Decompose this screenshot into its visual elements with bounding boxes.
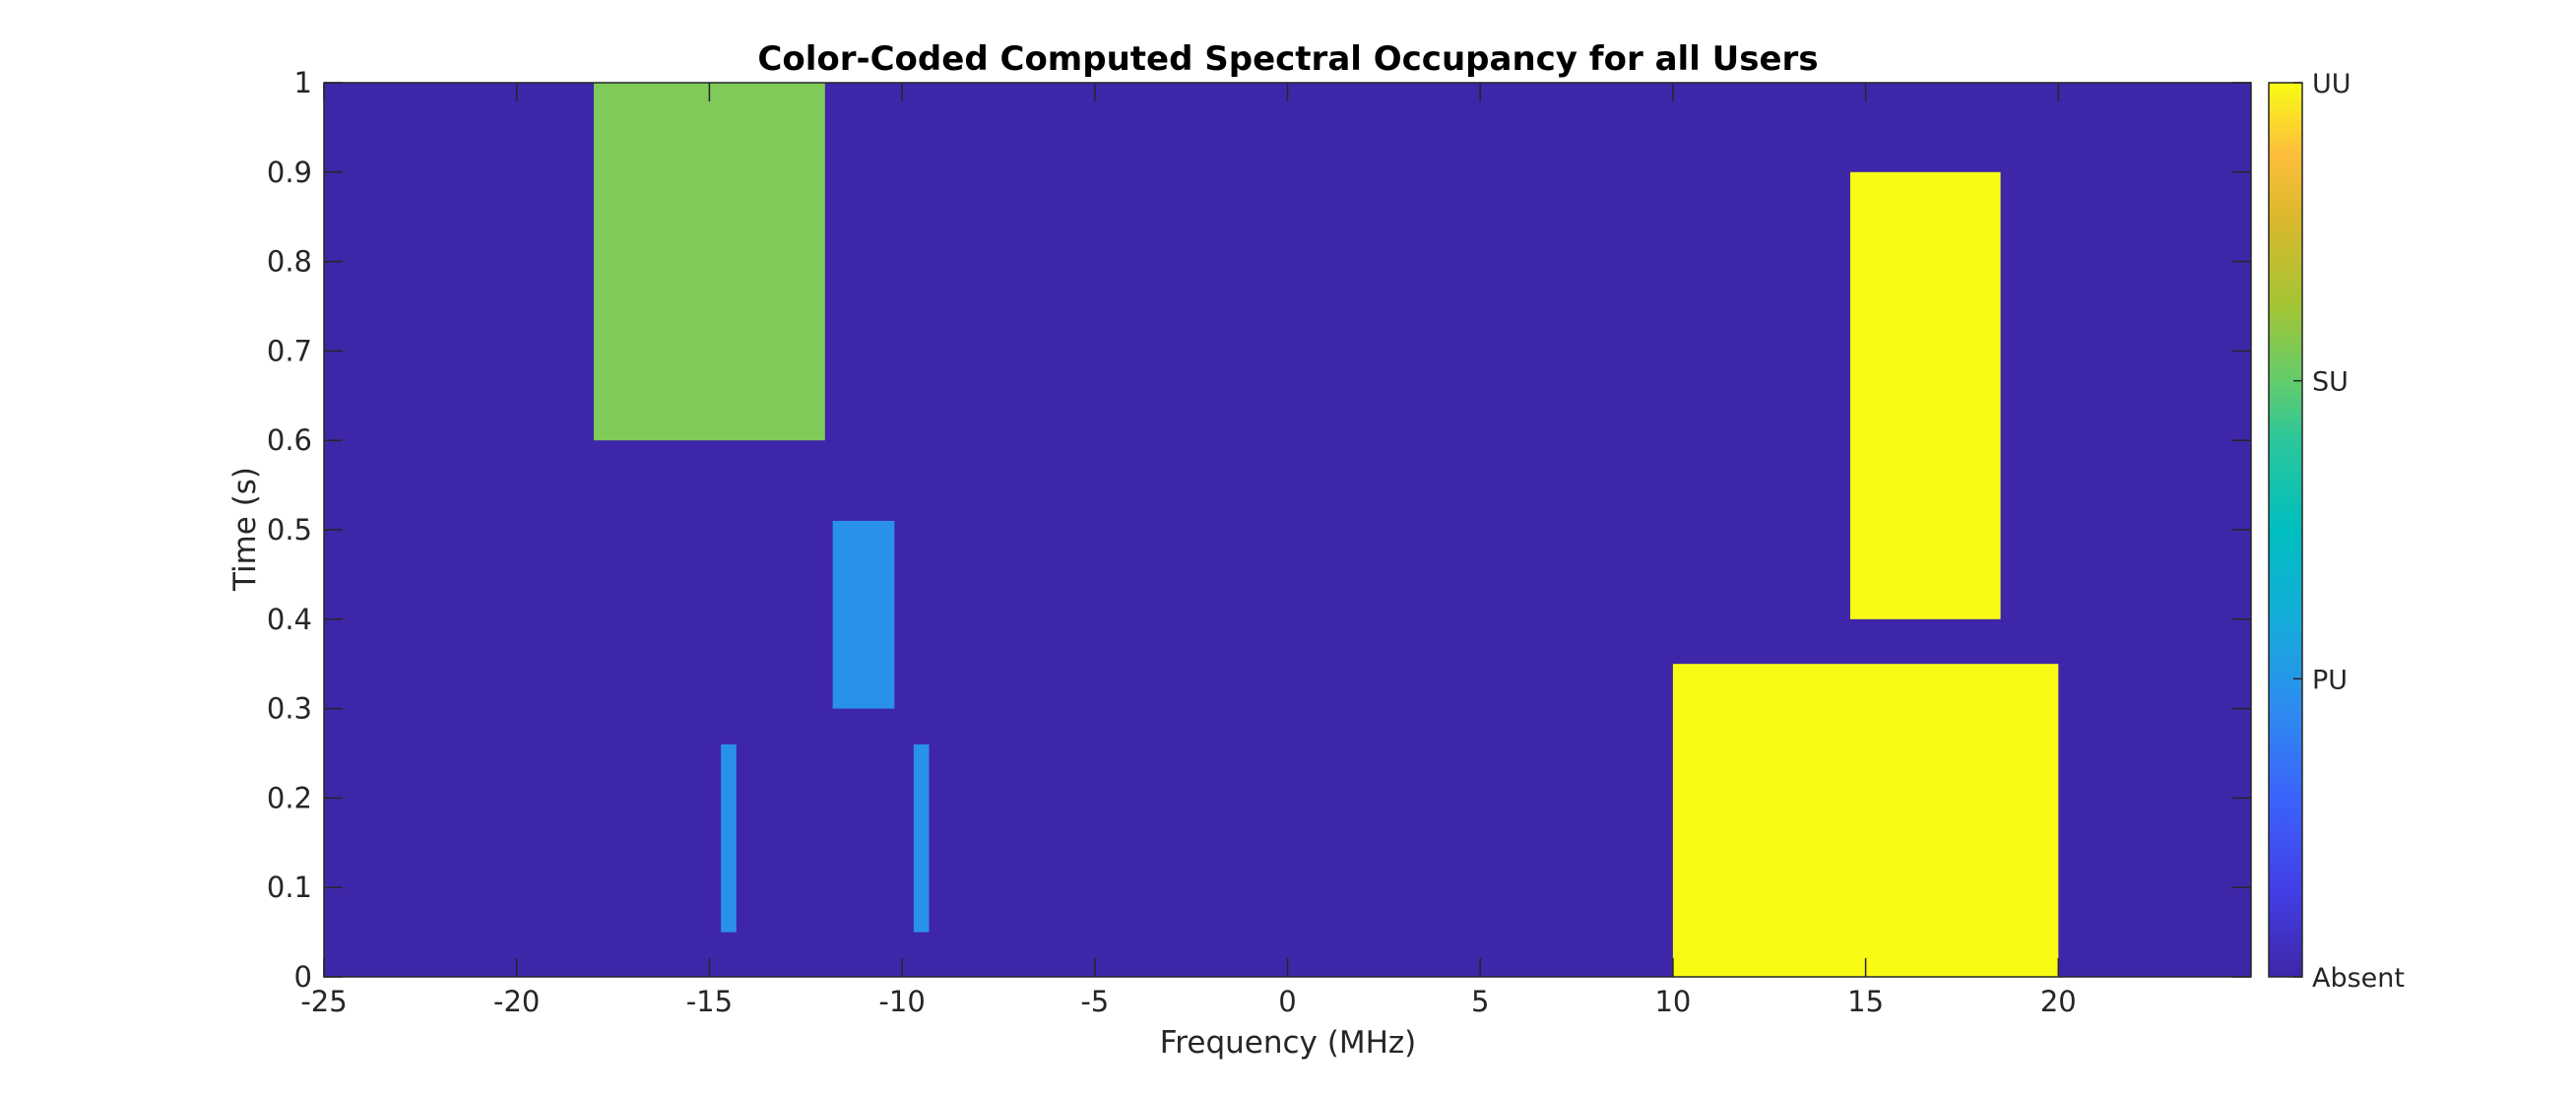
- region-uu-5: [1672, 664, 2059, 977]
- y-tick-label: 0.7: [267, 334, 312, 367]
- x-tick-label: 5: [1471, 985, 1489, 1018]
- colorbar-tick-label-pu: PU: [2312, 665, 2348, 695]
- x-tick-label: -5: [1080, 985, 1109, 1018]
- colorbar-tick-label-absent: Absent: [2312, 963, 2405, 994]
- occupancy-regions: [593, 83, 2059, 977]
- x-tick-label: -25: [300, 985, 347, 1018]
- x-tick-label: -20: [493, 985, 540, 1018]
- colorbar-tick-label-su: SU: [2312, 367, 2349, 398]
- region-su-0: [593, 83, 825, 441]
- y-tick-label: 0.3: [267, 692, 312, 726]
- region-pu-3: [913, 743, 930, 933]
- y-tick-label: 1: [294, 66, 312, 99]
- plot-area: [323, 82, 2252, 978]
- y-tick-label: 0.1: [267, 871, 312, 904]
- y-tick-labels: 0 0.1 0.2 0.3 0.4 0.5 0.6 0.7 0.8 0.9 1: [267, 66, 312, 994]
- y-tick-label: 0.9: [267, 156, 312, 189]
- colorbar-gradient: [2268, 82, 2303, 978]
- region-pu-1: [832, 520, 895, 709]
- colorbar-ticks: Absent PU SU UU: [2293, 69, 2405, 994]
- colorbar: Absent PU SU UU: [2268, 69, 2405, 994]
- x-tick-label: 0: [1278, 985, 1296, 1018]
- x-tick-labels: -25 -20 -15 -10 -5 0 5 10 15 20: [300, 985, 2076, 1018]
- y-tick-label: 0.5: [267, 513, 312, 547]
- y-tick-label: 0.8: [267, 245, 312, 279]
- x-tick-label: 10: [1654, 985, 1691, 1018]
- x-tick-label: 20: [2040, 985, 2077, 1018]
- plot-frame: [323, 82, 2252, 978]
- x-axis-label: Frequency (MHz): [1160, 1025, 1417, 1061]
- region-pu-2: [721, 743, 737, 933]
- colorbar-tick-label-uu: UU: [2312, 69, 2351, 99]
- x-tick-label: -10: [878, 985, 925, 1018]
- region-uu-4: [1849, 171, 2001, 619]
- chart-title: Color-Coded Computed Spectral Occupancy …: [757, 39, 1818, 79]
- y-tick-label: 0.2: [267, 781, 312, 814]
- x-tick-label: -15: [686, 985, 733, 1018]
- x-tick-label: 15: [1847, 985, 1884, 1018]
- y-axis-label: Time (s): [227, 467, 263, 592]
- y-tick-label: 0.4: [267, 603, 312, 636]
- y-tick-label: 0.6: [267, 423, 312, 457]
- y-tick-label: 0: [294, 960, 312, 994]
